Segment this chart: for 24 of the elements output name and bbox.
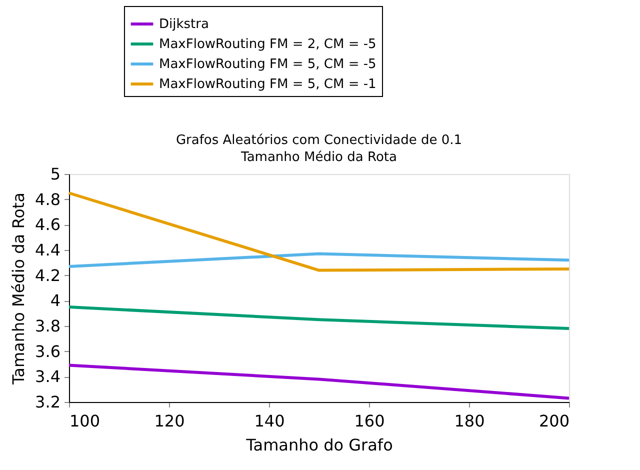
y-tick-label: 5 — [50, 164, 60, 184]
text: Grafos Aleatórios com Conectividade de 0.1 — [176, 133, 462, 148]
y-tick-label: 4.4 — [35, 240, 60, 260]
legend-label: MaxFlowRouting FM = 2, CM = -5 — [159, 37, 376, 52]
x-tick-label: 100 — [70, 412, 100, 430]
y-tick-label: 4 — [50, 291, 60, 310]
y-tick-label: 4.2 — [35, 266, 60, 285]
text: Tamanho Médio da Rota — [241, 150, 397, 165]
x-tick-label: 120 — [154, 412, 185, 430]
y-tick-label: 4.8 — [35, 190, 60, 209]
x-tick-label: 180 — [454, 412, 485, 430]
legend-label: MaxFlowRouting FM = 5, CM = -1 — [159, 77, 376, 92]
y-tick-label: 3.4 — [35, 367, 60, 386]
y-axis-title: Tamanho Médio da Rota — [9, 192, 28, 386]
legend-label: Dijkstra — [159, 17, 209, 32]
x-tick-label: 200 — [538, 412, 570, 430]
x-tick-label: 140 — [254, 412, 285, 430]
y-tick-label: 3.2 — [35, 392, 60, 412]
x-tick-label: 160 — [354, 412, 385, 430]
x-axis-title: Tamanho do Grafo — [245, 436, 393, 454]
y-tick-label: 4.6 — [35, 215, 60, 234]
legend-label: MaxFlowRouting FM = 5, CM = -5 — [159, 57, 376, 72]
y-tick-label: 3.8 — [35, 316, 60, 336]
y-tick-label: 3.6 — [35, 342, 60, 361]
